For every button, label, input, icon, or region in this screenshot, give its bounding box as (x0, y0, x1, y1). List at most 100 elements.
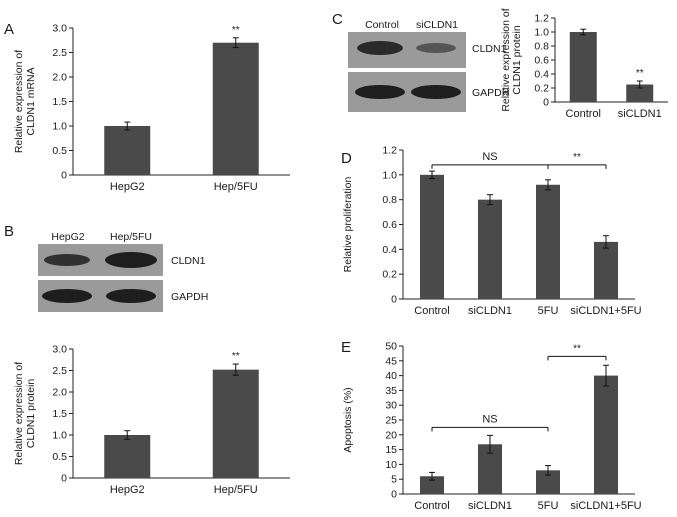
significance-label: ** (636, 68, 644, 79)
y-axis-label: Relative proliferation (342, 176, 354, 272)
y-tick-label: 0 (61, 473, 67, 485)
blot-b-row-label: CLDN1 (171, 255, 206, 267)
y-tick-label: 1.0 (52, 121, 67, 133)
x-tick-label: 5FU (538, 305, 559, 317)
bar (594, 241, 618, 299)
y-tick-label: 1.5 (52, 408, 67, 420)
x-tick-label: siCLDN1+5FU (570, 305, 641, 317)
blot-c-row-label: CLDN1 (472, 43, 507, 55)
x-tick-label: Control (414, 500, 449, 512)
blot-c-lane-label: Control (365, 19, 399, 31)
y-axis-label: CLDN1 protein (25, 379, 37, 449)
significance-label: ** (232, 351, 240, 362)
x-tick-label: Control (414, 305, 449, 317)
blot-b-band (106, 289, 156, 303)
blot-b-band (42, 289, 92, 303)
y-tick-label: 0.2 (382, 269, 397, 281)
x-tick-label: siCLDN1 (468, 305, 512, 317)
x-tick-label: Control (566, 108, 601, 120)
y-tick-label: 0 (61, 170, 67, 182)
chart-a-mrna: 0 0.5 1.0 1.5 2.0 2.5 3.0 Relative expression o… (13, 23, 290, 193)
bar (104, 435, 151, 478)
y-tick-label: 0.4 (534, 69, 549, 81)
bar (104, 126, 151, 175)
x-tick-label: siCLDN1+5FU (570, 500, 641, 512)
y-tick-label: 3.0 (52, 344, 67, 356)
y-axis-label: Relative expression of (13, 50, 25, 153)
y-tick-label: 2.0 (52, 72, 67, 84)
bar (212, 42, 259, 176)
comparison-label: NS (482, 413, 497, 425)
blot-c-lane-label: siCLDN1 (416, 19, 458, 31)
x-tick-label: Hep/5FU (214, 181, 258, 193)
y-tick-label: 1.0 (382, 169, 397, 181)
bar (420, 476, 444, 494)
y-tick-label: 35 (385, 385, 397, 397)
chart-c-knockdown: 0 0.2 0.4 0.6 0.8 1.0 1.2 Relative expression o… (500, 8, 668, 120)
blot-c-band (411, 85, 461, 99)
bar (478, 199, 502, 299)
bar (594, 375, 618, 494)
bar (536, 470, 560, 494)
blot-c-band (357, 41, 403, 55)
y-tick-label: 0 (391, 489, 397, 501)
panel-letter-c: C (332, 11, 343, 28)
y-tick-label: 0.5 (52, 145, 67, 157)
blot-b-row-label: GAPDH (171, 291, 208, 303)
bar (626, 84, 654, 102)
x-tick-label: siCLDN1 (618, 108, 662, 120)
y-tick-label: 1.5 (52, 96, 67, 108)
x-tick-label: Hep/5FU (214, 484, 258, 496)
comparison-label: ** (573, 152, 581, 163)
y-tick-label: 2.5 (52, 365, 67, 377)
blot-b-band (105, 252, 157, 268)
y-tick-label: 45 (385, 355, 397, 367)
y-tick-label: 30 (385, 400, 397, 412)
x-tick-label: HepG2 (110, 181, 145, 193)
western-blot-b: HepG2 Hep/5FU CLDN1 GAPDH (38, 231, 208, 312)
y-tick-label: 1.2 (534, 13, 549, 25)
y-tick-label: 0.4 (382, 244, 397, 256)
y-tick-label: 0 (543, 97, 549, 109)
y-tick-label: 3.0 (52, 23, 67, 35)
y-tick-label: 0.8 (534, 41, 549, 53)
y-tick-label: 20 (385, 429, 397, 441)
x-tick-label: 5FU (538, 500, 559, 512)
blot-c-row-label: GAPDH (472, 87, 509, 99)
y-tick-label: 0.6 (534, 55, 549, 67)
panel-letter-a: A (4, 21, 14, 38)
y-tick-label: 0.6 (382, 219, 397, 231)
y-tick-label: 25 (385, 415, 397, 427)
panel-letter-e: E (341, 339, 351, 356)
bar (212, 369, 259, 478)
chart-b-protein: 0 0.5 1.0 1.5 2.0 2.5 3.0 Relative expression o… (13, 344, 290, 496)
y-tick-label: 0 (391, 294, 397, 306)
y-tick-label: 1.0 (52, 430, 67, 442)
y-tick-label: 1.2 (382, 145, 397, 157)
y-tick-label: 50 (385, 341, 397, 353)
y-axis-label: Relative expression of (13, 362, 25, 465)
western-blot-c: Control siCLDN1 CLDN1 GAPDH (348, 19, 509, 112)
x-tick-label: HepG2 (110, 484, 145, 496)
y-axis-label: Apoptosis (%) (342, 387, 354, 452)
y-axis-label: Relative expression of (500, 8, 512, 111)
bar (420, 174, 444, 299)
blot-b-band (44, 254, 90, 266)
y-tick-label: 0.2 (534, 83, 549, 95)
comparison-label: NS (482, 151, 497, 163)
chart-e-apoptosis: 0 5 10 15 20 25 30 35 40 45 50 Apoptosis (%) Control… (342, 341, 642, 513)
y-axis-label: CLDN1 protein (511, 25, 523, 95)
panel-letter-d: D (341, 150, 352, 167)
y-tick-label: 2.0 (52, 387, 67, 399)
blot-b-lane-label: Hep/5FU (110, 231, 152, 243)
y-tick-label: 15 (385, 444, 397, 456)
panel-letter-b: B (4, 223, 14, 240)
y-tick-label: 1.0 (534, 27, 549, 39)
comparison-label: ** (573, 343, 581, 354)
y-tick-label: 2.5 (52, 47, 67, 59)
y-tick-label: 0.8 (382, 194, 397, 206)
bar (536, 184, 560, 299)
y-tick-label: 5 (391, 474, 397, 486)
y-tick-label: 40 (385, 370, 397, 382)
